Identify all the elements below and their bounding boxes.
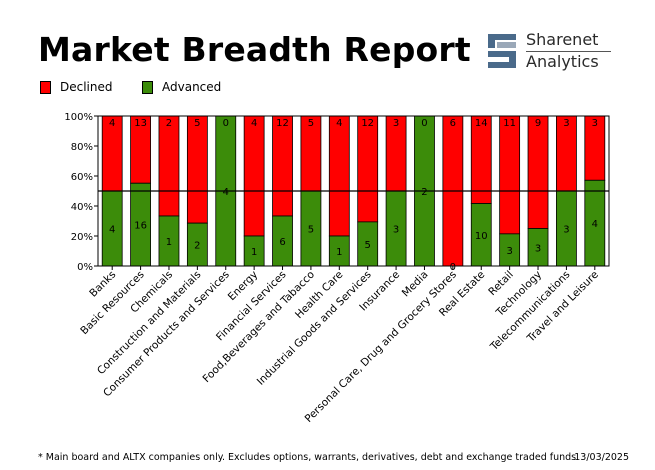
- footnote: * Main board and ALTX companies only. Ex…: [38, 452, 577, 463]
- logo-divider: [526, 51, 611, 52]
- y-tick-label: 0%: [77, 262, 93, 273]
- data-label-advanced-basic-resources: 16: [134, 221, 147, 232]
- data-label-advanced-banks: 4: [109, 225, 115, 236]
- data-label-declined-personal-care-drug-and-grocery-stores: 6: [450, 118, 456, 129]
- logo-sub: Analytics: [526, 52, 599, 71]
- bar-declined-technology: [527, 115, 549, 229]
- data-label-declined-real-estate: 14: [475, 118, 488, 129]
- bar-declined-retail: [499, 115, 521, 235]
- data-label-advanced-financial-services: 6: [279, 237, 285, 248]
- bar-declined-energy: [243, 115, 265, 237]
- data-label-declined-insurance: 3: [393, 118, 399, 129]
- y-tick-label: 80%: [71, 142, 93, 153]
- data-label-declined-telecommunications: 3: [563, 118, 569, 129]
- data-label-advanced-chemicals: 1: [166, 237, 172, 248]
- sharenet-logo: Sharenet Analytics: [486, 30, 616, 72]
- bar-declined-health-care: [328, 115, 350, 237]
- legend-swatch-advanced: [142, 81, 153, 94]
- data-label-declined-food-beverages-and-tabacco: 5: [308, 118, 314, 129]
- report-date: 13/03/2025: [574, 452, 629, 463]
- data-label-advanced-travel-and-leisure: 4: [592, 219, 598, 230]
- page-title: Market Breadth Report: [38, 30, 471, 69]
- data-label-advanced-construction-and-materials: 2: [194, 241, 200, 252]
- bar-declined-industrial-goods-and-services: [357, 115, 379, 223]
- data-label-declined-banks: 4: [109, 118, 115, 129]
- legend-label-advanced: Advanced: [162, 80, 222, 94]
- y-tick-label: 100%: [64, 112, 93, 123]
- y-tick-label: 20%: [71, 232, 93, 243]
- data-label-advanced-retail: 3: [506, 246, 512, 257]
- data-label-declined-energy: 4: [251, 118, 257, 129]
- data-label-advanced-insurance: 3: [393, 225, 399, 236]
- bar-declined-real-estate: [470, 115, 492, 204]
- data-label-advanced-health-care: 1: [336, 247, 342, 258]
- data-label-declined-construction-and-materials: 5: [194, 118, 200, 129]
- bar-declined-financial-services: [272, 115, 293, 217]
- data-label-advanced-telecommunications: 3: [563, 225, 569, 236]
- data-label-advanced-real-estate: 10: [475, 231, 488, 242]
- sharenet-logo-icon: [488, 34, 516, 68]
- data-label-declined-industrial-goods-and-services: 12: [361, 118, 374, 129]
- legend-swatch-declined: [40, 81, 51, 94]
- data-label-declined-financial-services: 12: [276, 118, 289, 129]
- data-label-advanced-energy: 1: [251, 247, 257, 258]
- y-tick-label: 40%: [71, 202, 93, 213]
- legend-label-declined: Declined: [60, 80, 113, 94]
- data-label-advanced-technology: 3: [535, 243, 541, 254]
- bar-declined-chemicals: [158, 115, 180, 217]
- data-label-declined-media: 0: [421, 118, 427, 129]
- data-label-advanced-media: 2: [421, 187, 427, 198]
- y-tick-label: 60%: [71, 172, 93, 183]
- data-label-declined-health-care: 4: [336, 118, 342, 129]
- data-label-declined-retail: 11: [503, 118, 516, 129]
- data-label-advanced-consumer-products-and-services: 4: [223, 187, 229, 198]
- data-label-declined-basic-resources: 13: [134, 118, 147, 129]
- bar-declined-construction-and-materials: [186, 115, 208, 224]
- data-label-declined-travel-and-leisure: 3: [592, 118, 598, 129]
- data-label-declined-technology: 9: [535, 118, 541, 129]
- data-label-declined-chemicals: 2: [166, 118, 172, 129]
- logo-name: Sharenet: [526, 30, 599, 49]
- plot-border: [97, 115, 610, 267]
- data-label-advanced-industrial-goods-and-services: 5: [365, 240, 371, 251]
- data-label-advanced-food-beverages-and-tabacco: 5: [308, 225, 314, 236]
- data-label-declined-consumer-products-and-services: 0: [223, 118, 229, 129]
